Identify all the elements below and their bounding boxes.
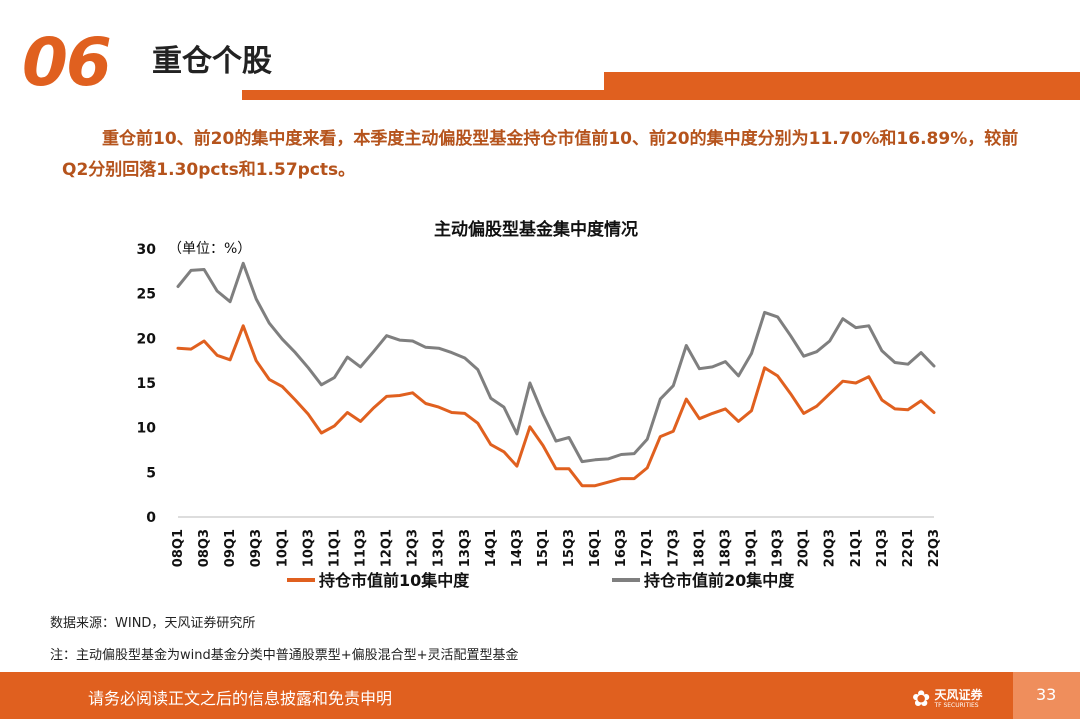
- x-tick-label: 13Q1: [432, 529, 447, 567]
- summary-text: 重仓前10、前20的集中度来看，本季度主动偏股型基金持仓市值前10、前20的集中…: [62, 129, 1019, 180]
- section-number: 06: [22, 24, 112, 101]
- y-tick-label: 15: [137, 376, 156, 392]
- page-number-box: [1013, 672, 1080, 719]
- x-tick-label: 10Q3: [301, 529, 316, 567]
- x-tick-label: 20Q3: [823, 529, 838, 567]
- legend-label: 持仓市值前10集中度: [319, 571, 470, 590]
- y-tick-label: 5: [146, 465, 156, 481]
- x-tick-label: 14Q1: [484, 529, 499, 567]
- chart-legend: 持仓市值前10集中度 持仓市值前20集中度: [287, 571, 795, 590]
- title-accent-bar: [604, 72, 1080, 92]
- page-title: 重仓个股: [152, 44, 272, 79]
- x-axis: 08Q1 08Q3 09Q1 09Q3 10Q1 10Q3 11Q1 11Q3 12Q1 12Q3…: [171, 516, 942, 567]
- x-tick-label: 20Q1: [797, 529, 812, 567]
- x-tick-label: 11Q3: [353, 529, 368, 567]
- x-tick-label: 08Q3: [197, 529, 212, 567]
- x-tick-label: 10Q1: [275, 529, 290, 567]
- chart-title: 主动偏股型基金集中度情况: [434, 219, 638, 240]
- legend-label: 持仓市值前20集中度: [644, 571, 795, 590]
- series-line: [176, 324, 936, 488]
- y-axis: 0 5 10 15 20 25 30: [137, 242, 157, 526]
- y-tick-label: 25: [137, 287, 156, 303]
- page-number: 33: [1036, 685, 1057, 704]
- x-tick-label: 11Q1: [327, 529, 342, 567]
- x-tick-label: 15Q3: [562, 529, 577, 567]
- x-tick-label: 18Q1: [692, 529, 707, 567]
- x-tick-label: 08Q1: [171, 529, 186, 567]
- flower-icon: ✿: [912, 686, 931, 712]
- x-tick-label: 09Q1: [223, 529, 238, 567]
- source-note: 数据来源：WIND，天风证券研究所: [50, 616, 256, 631]
- footer-disclaimer: 请务必阅读正文之后的信息披露和免责申明: [88, 689, 393, 708]
- x-tick-label: 16Q3: [614, 529, 629, 567]
- company-logo: ✿ 天风证券 TF SECURITIES: [912, 684, 982, 714]
- logo-subtitle: TF SECURITIES: [934, 701, 979, 709]
- x-tick-label: 12Q1: [380, 529, 395, 567]
- x-tick-label: 15Q1: [536, 529, 551, 567]
- x-tick-label: 22Q3: [927, 529, 942, 567]
- x-tick-label: 13Q3: [458, 529, 473, 567]
- x-tick-label: 16Q1: [588, 529, 603, 567]
- y-tick-label: 30: [137, 242, 157, 258]
- x-tick-label: 18Q3: [718, 529, 733, 567]
- x-tick-label: 21Q1: [849, 529, 864, 567]
- x-tick-label: 22Q1: [901, 529, 916, 567]
- series-lines: [176, 261, 936, 488]
- x-tick-label: 17Q1: [640, 529, 655, 567]
- logo-name: 天风证券: [934, 687, 983, 702]
- y-tick-label: 20: [137, 331, 157, 347]
- x-tick-label: 19Q3: [771, 529, 786, 567]
- definition-note: 注：主动偏股型基金为wind基金分类中普通股票型+偏股混合型+灵活配置型基金: [50, 648, 519, 663]
- x-tick-label: 19Q1: [745, 529, 760, 567]
- y-tick-label: 10: [137, 421, 157, 437]
- footer-bar: [0, 672, 1080, 719]
- title-underline-bar: [242, 90, 1080, 100]
- x-tick-label: 21Q3: [875, 529, 890, 567]
- x-tick-label: 14Q3: [510, 529, 525, 567]
- y-tick-label: 0: [146, 510, 156, 526]
- x-tick-label: 17Q3: [666, 529, 681, 567]
- x-tick-label: 12Q3: [406, 529, 421, 567]
- series-line: [176, 261, 936, 464]
- chart-unit-label: （单位：%）: [168, 241, 251, 257]
- x-tick-label: 09Q3: [249, 529, 264, 567]
